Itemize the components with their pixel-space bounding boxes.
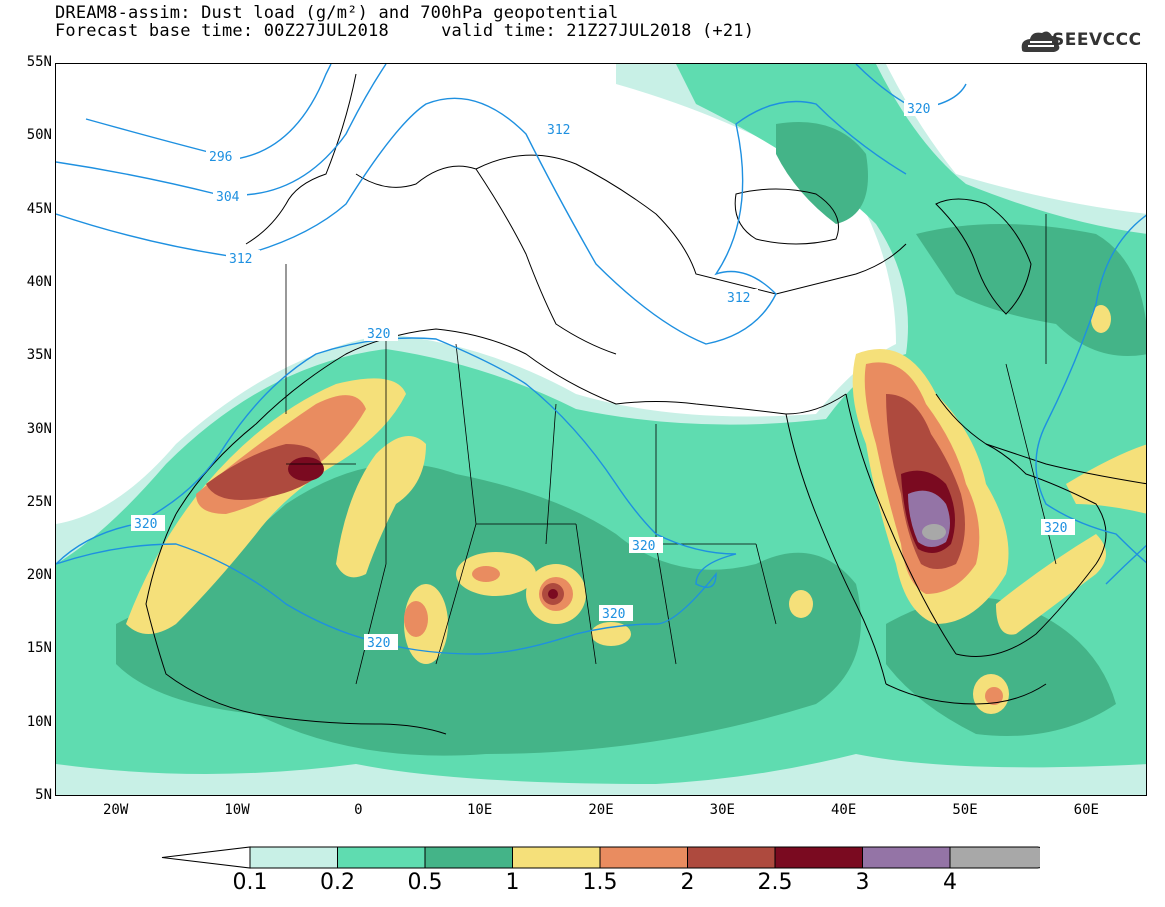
contour-label: 320 [907, 102, 930, 117]
contour-label: 312 [229, 252, 252, 267]
map-title-line2: Forecast base time: 00Z27JUL2018 valid t… [55, 21, 755, 41]
contour-312-east [1035, 214, 1146, 564]
contour-label: 320 [1044, 521, 1067, 536]
coast-red-sea [785, 393, 957, 685]
colorbar-label: 0.2 [320, 870, 355, 895]
dust-map: 296 304 312 320 320 320 320 320 320 312 … [56, 64, 1146, 795]
latitude-label: 25N [26, 493, 52, 510]
contour-label: 320 [134, 517, 157, 532]
dust-band-0-5c [776, 122, 868, 224]
longitude-label: 10E [467, 802, 493, 818]
colorbar-label: 0.1 [232, 870, 268, 895]
contour-320-far-east [1105, 544, 1146, 585]
colorbar-label: 4 [943, 870, 957, 895]
coast-caspian [935, 198, 1032, 315]
latitude-label: 5N [35, 787, 52, 803]
longitude-label: 60E [1073, 802, 1099, 818]
latitude-label: 10N [26, 713, 52, 730]
colorbar-under-triangle [161, 846, 251, 869]
contour-label: 320 [632, 539, 655, 554]
longitude-label: 20E [588, 802, 614, 818]
longitude-label: 30E [709, 802, 735, 818]
geopotential-contours [56, 64, 1146, 655]
logo-text: SEEVCCC [1052, 30, 1142, 50]
dust-band-0-5 [116, 464, 861, 756]
dust-band-2-5-sahel [548, 589, 558, 599]
latitude-label: 40N [26, 273, 52, 290]
dust-band-1-5-arab-sea [985, 687, 1003, 705]
dust-band-1-pakistan [1066, 444, 1146, 514]
colorbar-segment [249, 846, 338, 869]
colorbar-segment [599, 846, 688, 869]
contour-label: 320 [367, 636, 390, 651]
colorbar-label: 1 [505, 870, 520, 895]
longitude-label: 10W [224, 802, 250, 818]
cloud-logo-icon [1021, 31, 1060, 52]
contour-296 [85, 64, 332, 160]
dust-band-1-oman [996, 534, 1106, 635]
coast-horn [885, 683, 1047, 705]
map-area: 296 304 312 320 320 320 320 320 320 312 … [55, 63, 1147, 796]
dust-band-1-iran [1091, 305, 1111, 333]
contour-label: 320 [602, 607, 625, 622]
map-title-line1: DREAM8-assim: Dust load (g/m²) and 700hP… [55, 3, 619, 23]
colorbar-segment [687, 846, 776, 869]
contour-label: 312 [547, 123, 570, 138]
contour-312-west [56, 97, 907, 345]
latitude-label: 55N [26, 54, 52, 70]
colorbar-segment [949, 846, 1040, 869]
colorbar-label: 2 [680, 870, 695, 895]
longitude-label: 0 [354, 802, 363, 818]
coast-europe [245, 73, 907, 355]
latitude-label: 15N [26, 640, 52, 657]
longitude-label: 40E [831, 802, 857, 818]
latitude-label: 50N [26, 127, 52, 144]
contour-label: 320 [367, 327, 390, 342]
longitude-label: 50E [952, 802, 978, 818]
contour-label: 296 [209, 150, 232, 165]
longitude-label: 20W [103, 802, 129, 818]
colorbar-label: 0.5 [407, 870, 443, 895]
latitude-label: 20N [26, 567, 52, 584]
dust-band-4-arabia [922, 524, 946, 540]
coast-iran [985, 443, 1146, 485]
coastlines [145, 73, 1146, 735]
latitude-label: 35N [26, 347, 52, 364]
border-lines [285, 214, 1057, 685]
colorbar-label: 1.5 [582, 870, 618, 895]
contour-label-group: 296 304 312 320 320 320 320 320 320 312 … [131, 100, 1075, 651]
dust-band-1-levant [789, 590, 813, 618]
colorbar-label: 2.5 [757, 870, 793, 895]
colorbar-segment [424, 846, 513, 869]
colorbar-label: 3 [855, 870, 870, 895]
colorbar-segment [512, 846, 601, 869]
dust-band-1-5-sahel-b [472, 566, 500, 582]
dust-band-1-5-sahel-a [404, 601, 428, 637]
coast-north-africa [175, 328, 847, 515]
latitude-label: 45N [26, 200, 52, 217]
latitude-label: 30N [26, 420, 52, 437]
dust-band-2-5-west [288, 457, 324, 481]
dust-band-1-sahel-d [591, 622, 631, 646]
colorbar-segment [337, 846, 426, 869]
contour-320 [56, 337, 737, 655]
dust-band-1-west2 [336, 436, 426, 578]
coast-west-africa [145, 513, 447, 735]
colorbar-segment [774, 846, 863, 869]
dust-shading [56, 64, 1146, 795]
contour-label: 312 [727, 291, 750, 306]
dust-band-2-west [206, 444, 322, 500]
contour-304 [56, 64, 387, 196]
contour-label: 304 [216, 190, 240, 205]
coast-black-sea [734, 188, 839, 245]
colorbar-segment [862, 846, 951, 869]
colorbar [161, 846, 1040, 869]
